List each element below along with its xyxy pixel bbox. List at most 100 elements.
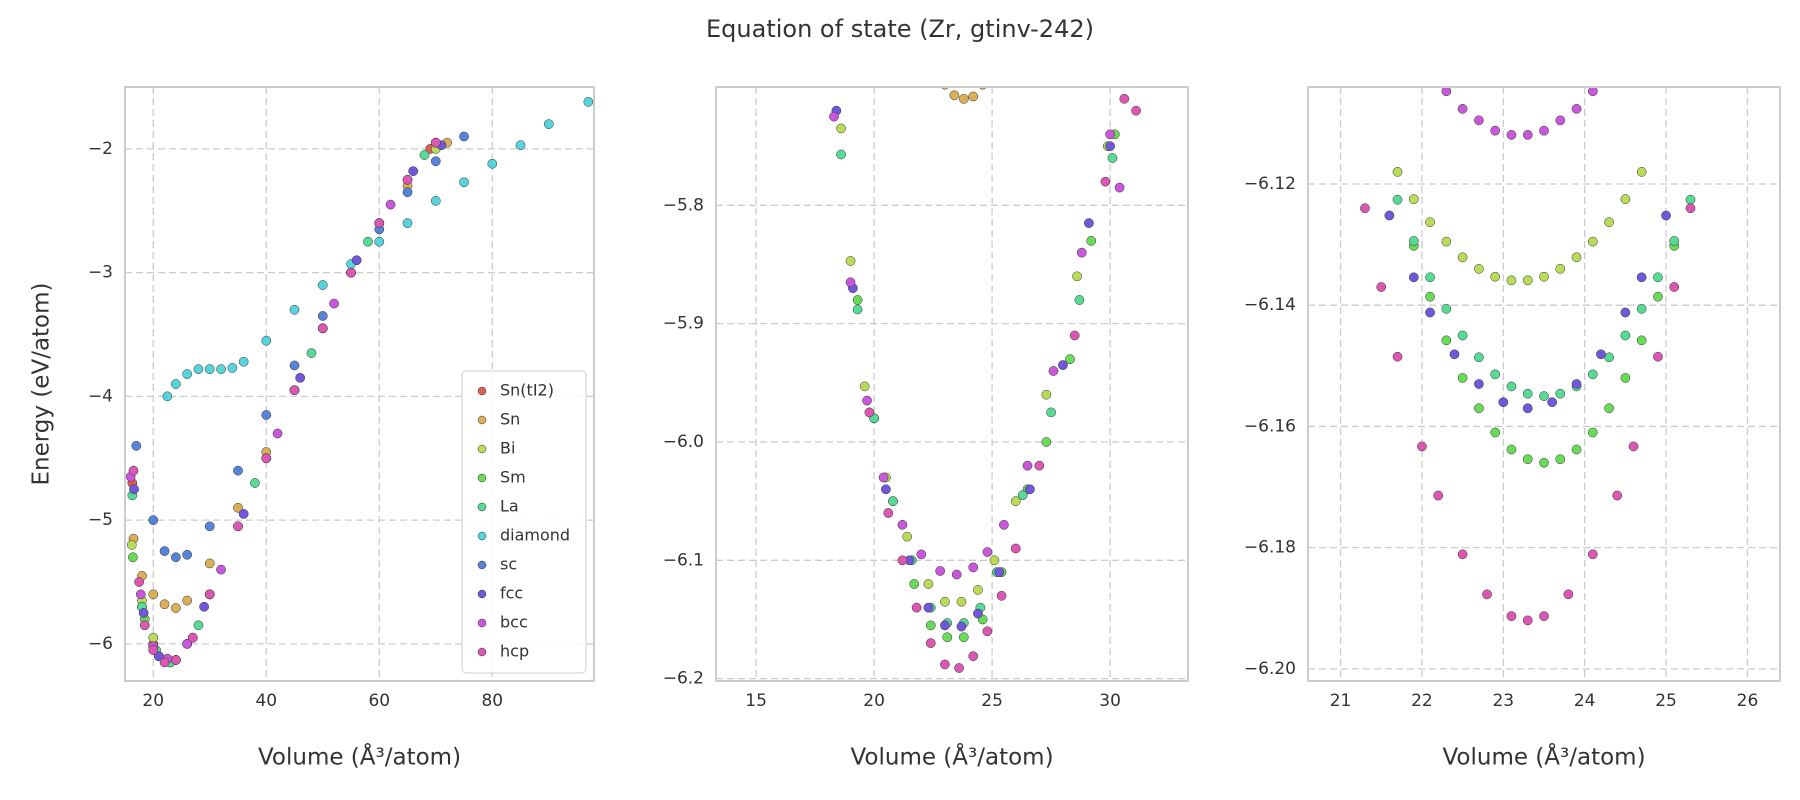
point bbox=[1555, 115, 1566, 126]
point bbox=[996, 590, 1007, 601]
y-tick-label: −6.16 bbox=[1244, 416, 1296, 436]
point bbox=[233, 502, 243, 513]
point bbox=[272, 428, 283, 439]
point bbox=[909, 579, 920, 589]
point bbox=[1555, 263, 1566, 274]
point bbox=[1425, 291, 1435, 302]
point bbox=[329, 298, 339, 309]
x-tick-label: 80 bbox=[481, 691, 503, 711]
legend-marker bbox=[477, 386, 487, 396]
point bbox=[182, 595, 193, 606]
point bbox=[289, 304, 300, 315]
point bbox=[1017, 490, 1028, 501]
point bbox=[1620, 307, 1631, 318]
legend-label: sc bbox=[500, 555, 517, 574]
point bbox=[261, 335, 272, 346]
point bbox=[1384, 210, 1395, 221]
point bbox=[1034, 460, 1045, 471]
point bbox=[1048, 366, 1059, 376]
point bbox=[1685, 203, 1696, 214]
legend-marker bbox=[477, 647, 487, 657]
x-tick-label: 60 bbox=[368, 691, 390, 711]
point bbox=[1392, 351, 1403, 362]
point bbox=[139, 620, 150, 631]
point bbox=[1620, 373, 1631, 383]
y-tick-label: −6.18 bbox=[1244, 538, 1296, 558]
point bbox=[989, 555, 1000, 566]
point bbox=[138, 608, 149, 618]
point bbox=[1392, 194, 1403, 205]
x-tick-label: 24 bbox=[1574, 691, 1596, 711]
point bbox=[1522, 454, 1533, 465]
y-tick-label: −5 bbox=[88, 510, 113, 530]
point bbox=[1074, 295, 1085, 305]
point bbox=[1604, 403, 1614, 414]
point bbox=[1105, 129, 1115, 140]
point bbox=[1392, 167, 1403, 177]
legend-marker bbox=[477, 473, 487, 483]
point bbox=[1522, 615, 1533, 626]
point bbox=[1587, 427, 1598, 438]
point bbox=[430, 156, 441, 167]
point bbox=[1408, 272, 1419, 283]
y-axis-label: Energy (eV/atom) bbox=[29, 282, 55, 485]
point bbox=[897, 519, 908, 530]
point bbox=[911, 602, 922, 613]
y-tick-label: −6.1 bbox=[663, 550, 704, 570]
point bbox=[1620, 194, 1631, 204]
x-tick-label: 23 bbox=[1492, 691, 1514, 711]
point bbox=[902, 531, 913, 542]
x-axis-label: Volume (Å³/atom) bbox=[258, 743, 461, 771]
point bbox=[487, 158, 498, 169]
point bbox=[385, 199, 396, 210]
point bbox=[1058, 360, 1068, 370]
y-tick-label: −6 bbox=[88, 634, 113, 654]
point bbox=[1596, 349, 1606, 360]
point bbox=[1653, 272, 1663, 283]
point bbox=[317, 280, 328, 290]
point bbox=[1661, 210, 1671, 221]
point bbox=[1506, 275, 1517, 286]
point bbox=[1653, 291, 1663, 302]
figure-title: Equation of state (Zr, gtinv-242) bbox=[706, 15, 1094, 43]
point bbox=[1084, 218, 1094, 228]
axes-frame bbox=[715, 86, 1189, 682]
point bbox=[1669, 282, 1680, 292]
x-tick-label: 22 bbox=[1411, 691, 1433, 711]
legend-label: La bbox=[500, 497, 519, 516]
point bbox=[942, 632, 953, 643]
legend-label: hcp bbox=[500, 642, 529, 661]
point bbox=[543, 119, 554, 129]
point bbox=[973, 608, 983, 619]
point bbox=[1441, 87, 1452, 97]
point bbox=[1114, 182, 1125, 193]
y-tick-label: −5.8 bbox=[663, 195, 704, 215]
y-tick-label: −6.2 bbox=[663, 669, 704, 689]
point bbox=[1010, 496, 1021, 506]
point bbox=[1072, 271, 1082, 282]
point bbox=[159, 657, 170, 668]
point bbox=[940, 659, 950, 670]
point bbox=[923, 602, 934, 613]
point bbox=[1425, 217, 1435, 228]
point bbox=[1555, 388, 1566, 399]
point bbox=[1482, 589, 1492, 600]
point bbox=[1069, 330, 1080, 341]
x-tick-label: 20 bbox=[142, 691, 164, 711]
point bbox=[1604, 217, 1614, 228]
point bbox=[1408, 236, 1419, 246]
x-tick-label: 25 bbox=[1655, 691, 1677, 711]
point bbox=[923, 579, 934, 589]
point bbox=[351, 255, 362, 266]
point bbox=[148, 589, 159, 600]
x-tick-label: 30 bbox=[1099, 691, 1121, 711]
point bbox=[1571, 379, 1582, 389]
point bbox=[171, 552, 181, 563]
legend-label: fcc bbox=[500, 584, 523, 603]
point bbox=[1636, 167, 1647, 177]
point bbox=[204, 558, 215, 569]
point bbox=[958, 93, 969, 104]
y-tick-label: −6.0 bbox=[663, 432, 704, 452]
point bbox=[148, 645, 159, 655]
point bbox=[1041, 389, 1052, 400]
